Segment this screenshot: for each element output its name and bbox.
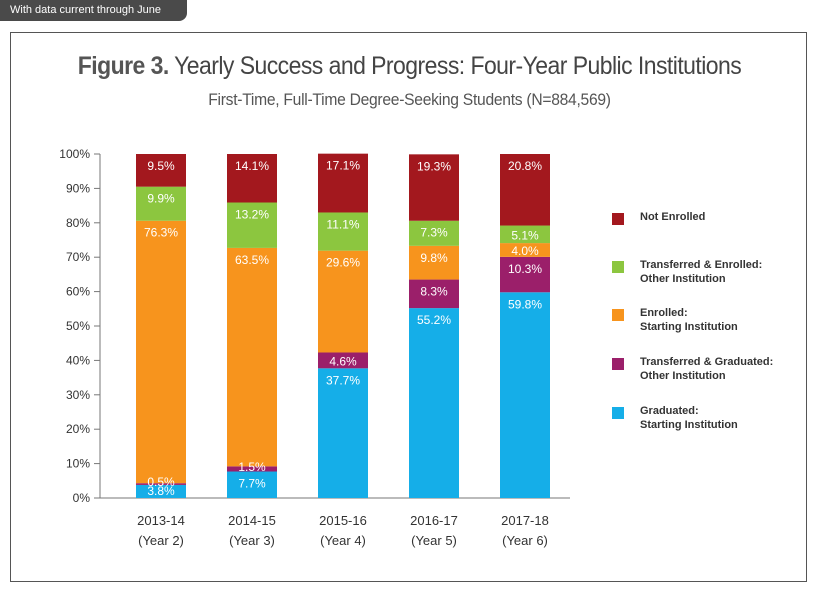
bar-segment (227, 154, 277, 203)
bar-segment (136, 154, 186, 187)
data-label: 4.6% (329, 354, 357, 368)
data-label: 10.3% (508, 262, 542, 276)
data-label: 19.3% (417, 159, 451, 173)
x-tick-label: 2013-14 (137, 513, 185, 528)
data-label: 29.6% (326, 256, 360, 270)
y-tick-label: 60% (66, 285, 90, 299)
bar-segment (409, 154, 459, 221)
bar-segment (136, 220, 186, 484)
bar-segment (318, 368, 368, 498)
y-tick-label: 40% (66, 353, 90, 367)
x-tick-label: 2017-18 (501, 513, 549, 528)
bar-segment (318, 250, 368, 353)
legend-label: Transferred & Graduated: Other Instituti… (640, 356, 774, 382)
figure-title-text: Yearly Success and Progress: Four-Year P… (168, 52, 742, 80)
bar-segment (227, 247, 277, 467)
y-tick-label: 10% (66, 457, 90, 471)
bar-segment (500, 225, 550, 244)
x-tick-label: 2016-17 (410, 513, 458, 528)
bar-segment (500, 243, 550, 257)
legend-label: Transferred & Enrolled: Other Institutio… (640, 259, 763, 285)
figure-number: Figure 3. (77, 52, 169, 80)
data-label: 17.1% (326, 159, 360, 173)
legend-swatch (612, 261, 624, 273)
data-label: 3.8% (147, 484, 175, 498)
bar-segment (227, 466, 277, 472)
x-tick-sublabel: (Year 4) (320, 533, 366, 548)
x-tick-label: 2015-16 (319, 513, 367, 528)
legend-label: Enrolled: Starting Institution (640, 307, 738, 333)
bar-segment (318, 153, 368, 213)
bar-segment (409, 308, 459, 498)
data-label: 11.1% (326, 217, 359, 231)
bar-segment (409, 220, 459, 246)
bar-segment (318, 352, 368, 369)
x-tick-sublabel: (Year 3) (229, 533, 275, 548)
data-label: 9.9% (147, 192, 175, 206)
bar-segment (136, 186, 186, 221)
data-label: 76.3% (144, 226, 178, 240)
bar-segment (136, 484, 186, 498)
legend-swatch (612, 309, 624, 321)
legend-swatch (612, 358, 624, 370)
y-tick-label: 30% (66, 388, 90, 402)
bar-segment (500, 292, 550, 498)
y-tick-label: 90% (66, 181, 90, 195)
legend-label: Not Enrolled (640, 211, 706, 223)
data-label: 20.8% (508, 159, 542, 173)
y-tick-label: 50% (66, 319, 90, 333)
data-label: 4.0% (511, 244, 539, 258)
bar-segment (500, 256, 550, 293)
bar-segment (136, 483, 186, 485)
legend-label: Graduated: Starting Institution (640, 405, 738, 431)
legend-swatch (612, 213, 624, 225)
data-label: 63.5% (235, 253, 269, 267)
data-label: 59.8% (508, 297, 542, 311)
data-label: 37.7% (326, 373, 360, 387)
chart-subtitle: First-Time, Full-Time Degree-Seeking Stu… (208, 90, 611, 109)
data-label: 5.1% (511, 228, 539, 242)
bar-segment (409, 245, 459, 280)
legend-swatch (612, 407, 624, 419)
data-label: 9.5% (147, 159, 175, 173)
bar-segment (227, 471, 277, 498)
x-tick-label: 2014-15 (228, 513, 276, 528)
x-tick-sublabel: (Year 6) (502, 533, 548, 548)
bar-segment (500, 154, 550, 226)
data-label: 55.2% (417, 313, 451, 327)
x-tick-sublabel: (Year 2) (138, 533, 184, 548)
bar-segment (409, 279, 459, 309)
bar-segment (227, 202, 277, 248)
data-label: 13.2% (235, 208, 269, 222)
y-tick-label: 0% (73, 491, 91, 505)
data-label: 14.1% (235, 159, 269, 173)
y-tick-label: 80% (66, 216, 90, 230)
data-label: 9.8% (420, 251, 448, 265)
data-label: 1.5% (238, 460, 266, 474)
x-tick-sublabel: (Year 5) (411, 533, 457, 548)
data-label: 7.7% (238, 477, 266, 491)
y-tick-label: 20% (66, 422, 90, 436)
bar-segment (318, 212, 368, 251)
chart-title: Figure 3. Yearly Success and Progress: F… (33, 52, 786, 81)
data-label: 8.3% (420, 285, 448, 299)
data-label: 7.3% (420, 226, 448, 240)
data-label: 0.5% (147, 475, 175, 489)
y-tick-label: 100% (59, 147, 90, 161)
y-tick-label: 70% (66, 250, 90, 264)
